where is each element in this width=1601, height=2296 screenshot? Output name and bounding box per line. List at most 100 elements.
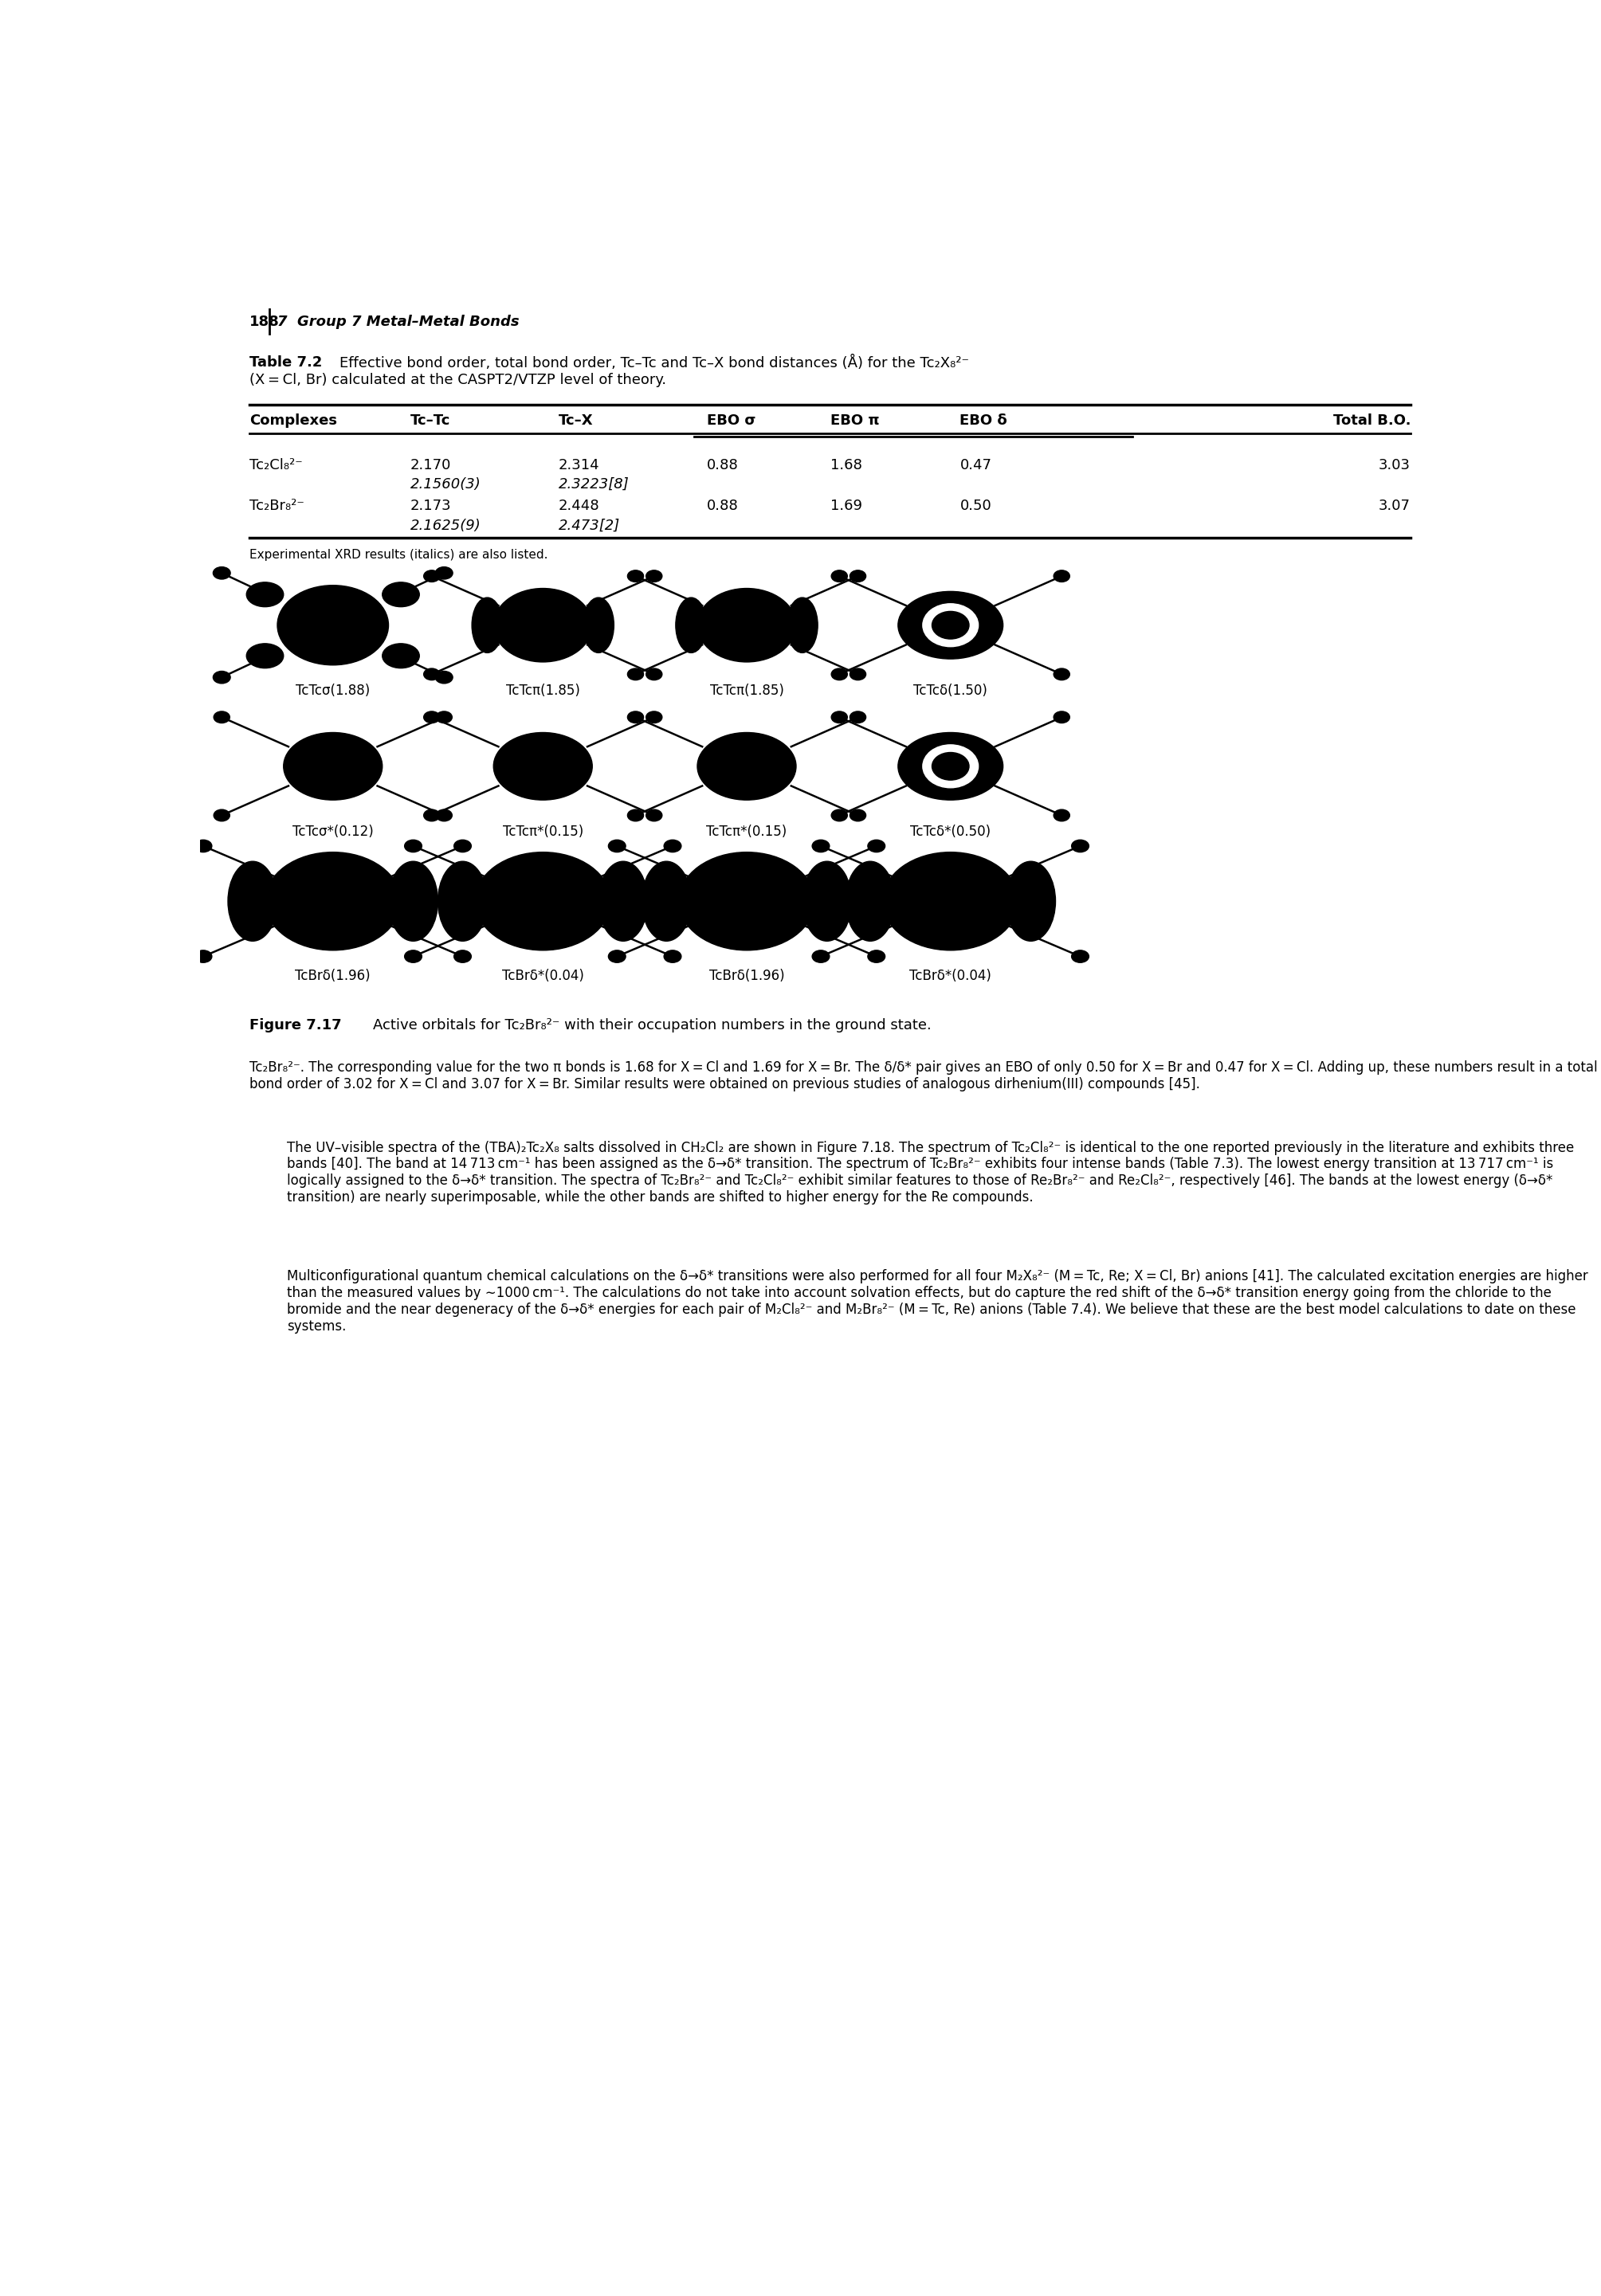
Ellipse shape [642, 861, 692, 941]
Ellipse shape [831, 569, 847, 581]
Ellipse shape [647, 668, 663, 680]
Ellipse shape [647, 712, 663, 723]
Ellipse shape [898, 592, 1002, 659]
Ellipse shape [213, 670, 231, 684]
Ellipse shape [831, 668, 847, 680]
Ellipse shape [195, 840, 211, 852]
Ellipse shape [850, 810, 866, 822]
Text: TcBrδ(1.96): TcBrδ(1.96) [295, 969, 370, 983]
Ellipse shape [698, 588, 796, 661]
Ellipse shape [266, 852, 400, 951]
Ellipse shape [868, 951, 885, 962]
Ellipse shape [608, 840, 626, 852]
Ellipse shape [1071, 840, 1089, 852]
Ellipse shape [664, 840, 682, 852]
Text: Total B.O.: Total B.O. [1334, 413, 1410, 427]
Ellipse shape [932, 753, 969, 781]
Ellipse shape [405, 840, 421, 852]
Ellipse shape [389, 861, 439, 941]
Text: 3.03: 3.03 [1378, 457, 1410, 473]
Text: TcTcδ*(0.50): TcTcδ*(0.50) [911, 824, 991, 838]
Ellipse shape [599, 861, 648, 941]
Ellipse shape [850, 712, 866, 723]
Text: Tc₂Cl₈²⁻: Tc₂Cl₈²⁻ [250, 457, 303, 473]
Ellipse shape [786, 597, 818, 652]
Ellipse shape [277, 585, 389, 666]
Ellipse shape [898, 732, 1002, 799]
Text: Figure 7.17: Figure 7.17 [250, 1017, 341, 1033]
Ellipse shape [664, 951, 682, 962]
Ellipse shape [493, 588, 592, 661]
Ellipse shape [922, 604, 978, 647]
Text: TcBrδ*(0.04): TcBrδ*(0.04) [909, 969, 991, 983]
Text: 0.47: 0.47 [959, 457, 991, 473]
Text: 7  Group 7 Metal–Metal Bonds: 7 Group 7 Metal–Metal Bonds [277, 315, 519, 328]
Ellipse shape [383, 583, 419, 606]
Text: 0.88: 0.88 [706, 498, 738, 512]
Ellipse shape [424, 712, 440, 723]
Text: Multiconfigurational quantum chemical calculations on the δ→δ* transitions were : Multiconfigurational quantum chemical ca… [287, 1270, 1588, 1334]
Ellipse shape [227, 861, 277, 941]
Text: TcTcπ*(0.15): TcTcπ*(0.15) [503, 824, 583, 838]
Text: 2.170: 2.170 [410, 457, 451, 473]
Ellipse shape [195, 951, 211, 962]
Ellipse shape [213, 712, 231, 723]
Text: The UV–visible spectra of the (TBA)₂Tc₂X₈ salts dissolved in CH₂Cl₂ are shown in: The UV–visible spectra of the (TBA)₂Tc₂X… [287, 1141, 1574, 1205]
Text: TcTcδ(1.50): TcTcδ(1.50) [914, 684, 988, 698]
Ellipse shape [583, 597, 613, 652]
Text: EBO π: EBO π [829, 413, 879, 427]
Text: 1.69: 1.69 [829, 498, 861, 512]
Text: (X = Cl, Br) calculated at the CASPT2/VTZP level of theory.: (X = Cl, Br) calculated at the CASPT2/VT… [250, 372, 666, 386]
Ellipse shape [647, 569, 663, 581]
Ellipse shape [213, 810, 231, 822]
Ellipse shape [679, 852, 815, 951]
Ellipse shape [882, 852, 1018, 951]
Ellipse shape [1071, 951, 1089, 962]
Text: Tc₂Br₈²⁻. The corresponding value for the two π bonds is 1.68 for X = Cl and 1.6: Tc₂Br₈²⁻. The corresponding value for th… [250, 1061, 1598, 1091]
Text: 2.1625(9): 2.1625(9) [410, 519, 480, 533]
Text: Effective bond order, total bond order, Tc–Tc and Tc–X bond distances (Å) for th: Effective bond order, total bond order, … [339, 356, 969, 370]
Ellipse shape [283, 732, 383, 799]
Ellipse shape [1053, 569, 1069, 581]
Text: Active orbitals for Tc₂Br₈²⁻ with their occupation numbers in the ground state.: Active orbitals for Tc₂Br₈²⁻ with their … [373, 1017, 932, 1033]
Ellipse shape [472, 597, 503, 652]
Text: 2.473[2]: 2.473[2] [559, 519, 620, 533]
Text: 2.173: 2.173 [410, 498, 451, 512]
Ellipse shape [802, 861, 852, 941]
Ellipse shape [831, 810, 847, 822]
Text: 0.88: 0.88 [706, 457, 738, 473]
Text: EBO δ: EBO δ [959, 413, 1007, 427]
Ellipse shape [608, 951, 626, 962]
Ellipse shape [698, 732, 796, 799]
Ellipse shape [435, 712, 451, 723]
Text: 1.68: 1.68 [829, 457, 861, 473]
Ellipse shape [424, 569, 440, 581]
Ellipse shape [1053, 712, 1069, 723]
Ellipse shape [1053, 810, 1069, 822]
Text: Tc–X: Tc–X [559, 413, 592, 427]
Ellipse shape [493, 732, 592, 799]
Ellipse shape [213, 567, 231, 579]
Ellipse shape [845, 861, 895, 941]
Text: 3.07: 3.07 [1378, 498, 1410, 512]
Ellipse shape [850, 668, 866, 680]
Ellipse shape [455, 951, 471, 962]
Ellipse shape [831, 712, 847, 723]
Text: Experimental XRD results (italics) are also listed.: Experimental XRD results (italics) are a… [250, 549, 548, 560]
Ellipse shape [850, 569, 866, 581]
Text: Tc–Tc: Tc–Tc [410, 413, 450, 427]
Ellipse shape [812, 840, 829, 852]
Ellipse shape [676, 597, 706, 652]
Text: TcTcσ(1.88): TcTcσ(1.88) [296, 684, 370, 698]
Ellipse shape [247, 643, 283, 668]
Ellipse shape [435, 670, 453, 684]
Ellipse shape [424, 810, 440, 822]
Text: 0.50: 0.50 [959, 498, 991, 512]
Ellipse shape [435, 810, 451, 822]
Ellipse shape [424, 668, 440, 680]
Ellipse shape [247, 583, 283, 606]
Text: TcTcπ(1.85): TcTcπ(1.85) [506, 684, 580, 698]
Text: 2.1560(3): 2.1560(3) [410, 478, 480, 491]
Text: Complexes: Complexes [250, 413, 338, 427]
Ellipse shape [812, 951, 829, 962]
